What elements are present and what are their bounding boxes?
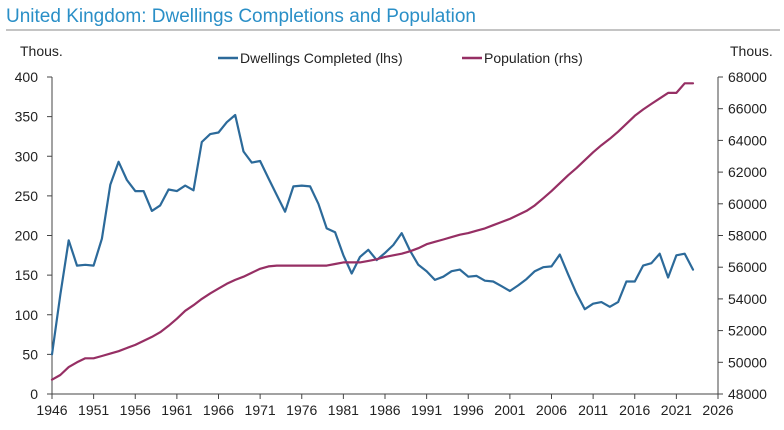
y-left-tick-label: 200 (15, 228, 39, 244)
y-left-tick-label: 100 (15, 307, 39, 323)
y-right-tick-label: 50000 (728, 354, 767, 370)
legend-label-population: Population (rhs) (484, 50, 583, 66)
x-ticks: 1946 1951 1956 1961 1966 1971 1976 1981 1986 1991… (36, 394, 734, 418)
y-right-tick-label: 54000 (728, 291, 767, 307)
y-left-tick-label: 400 (15, 69, 39, 85)
x-tick-label: 2026 (702, 402, 733, 418)
x-tick-label: 2001 (494, 402, 525, 418)
y-right-tick-label: 48000 (728, 386, 767, 402)
y-left-tick-label: 150 (15, 267, 39, 283)
x-tick-label: 1951 (78, 402, 109, 418)
right-axis-unit: Thous. (730, 43, 773, 59)
x-tick-label: 1996 (453, 402, 484, 418)
x-tick-label: 1986 (369, 402, 400, 418)
x-tick-label: 2021 (661, 402, 692, 418)
x-tick-label: 1966 (203, 402, 234, 418)
x-tick-label: 2016 (619, 402, 650, 418)
y-right-tick-label: 66000 (728, 101, 767, 117)
legend-label-dwellings: Dwellings Completed (lhs) (240, 50, 403, 66)
y-left-tick-label: 50 (22, 346, 38, 362)
x-tick-label: 2011 (578, 402, 608, 418)
y-left-tick-label: 350 (15, 109, 39, 125)
series-line-population (50, 82, 695, 381)
series-lines (50, 82, 695, 381)
x-tick-label: 1956 (120, 402, 151, 418)
left-axis-unit: Thous. (20, 43, 63, 59)
x-tick-label: 1961 (161, 402, 192, 418)
x-tick-label: 1976 (286, 402, 317, 418)
y-left-tick-label: 250 (15, 188, 39, 204)
y-right-tick-label: 52000 (728, 323, 767, 339)
y-left-ticks: 0 50 100 150 200 250 300 350 400 (15, 69, 52, 402)
chart-title: United Kingdom: Dwellings Completions an… (6, 6, 476, 27)
y-right-tick-label: 62000 (728, 164, 767, 180)
x-tick-label: 1946 (36, 402, 67, 418)
axes (51, 77, 719, 395)
y-right-ticks: 48000 50000 52000 54000 56000 58000 60000 62000… (718, 69, 767, 402)
x-tick-label: 1981 (328, 402, 359, 418)
y-right-tick-label: 64000 (728, 132, 767, 148)
y-left-tick-label: 0 (30, 386, 38, 402)
series-line-dwellings (50, 113, 695, 356)
y-left-tick-label: 300 (15, 148, 39, 164)
y-right-tick-label: 56000 (728, 259, 767, 275)
legend: Dwellings Completed (lhs) Population (rh… (218, 50, 583, 66)
x-tick-label: 1971 (245, 402, 276, 418)
x-tick-label: 2006 (536, 402, 567, 418)
y-right-tick-label: 60000 (728, 196, 767, 212)
x-tick-label: 1991 (411, 402, 442, 418)
y-right-tick-label: 58000 (728, 228, 767, 244)
y-right-tick-label: 68000 (728, 69, 767, 85)
